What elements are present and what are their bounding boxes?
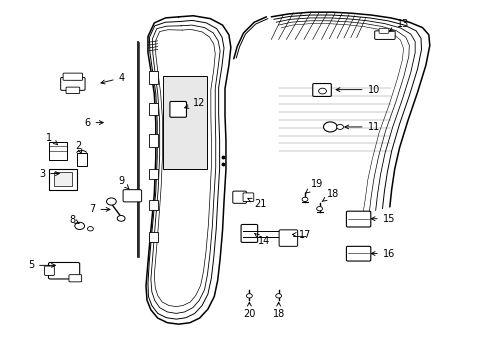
Bar <box>49 168 77 190</box>
FancyBboxPatch shape <box>243 193 253 202</box>
Text: 2: 2 <box>76 141 81 154</box>
Text: 16: 16 <box>370 248 394 258</box>
FancyBboxPatch shape <box>346 246 370 261</box>
Text: 13: 13 <box>388 19 409 31</box>
FancyBboxPatch shape <box>241 225 257 242</box>
Bar <box>54 172 72 186</box>
FancyBboxPatch shape <box>63 73 82 80</box>
Text: 12: 12 <box>184 98 205 108</box>
Circle shape <box>336 125 343 130</box>
Bar <box>149 168 158 179</box>
FancyBboxPatch shape <box>169 102 186 117</box>
FancyBboxPatch shape <box>232 191 246 203</box>
Circle shape <box>318 88 326 94</box>
Bar <box>149 200 158 210</box>
Circle shape <box>106 198 116 205</box>
Text: 8: 8 <box>70 215 79 225</box>
Text: 14: 14 <box>254 234 269 246</box>
FancyBboxPatch shape <box>123 190 142 202</box>
Text: 5: 5 <box>28 260 55 270</box>
Text: 19: 19 <box>305 179 322 193</box>
Text: 17: 17 <box>292 230 311 239</box>
Text: 1: 1 <box>46 133 58 145</box>
FancyBboxPatch shape <box>374 31 394 40</box>
Text: 3: 3 <box>39 168 59 179</box>
Bar <box>149 71 158 84</box>
FancyBboxPatch shape <box>346 211 370 227</box>
Text: 18: 18 <box>322 189 339 202</box>
Text: 4: 4 <box>101 73 124 84</box>
Text: 10: 10 <box>335 85 379 95</box>
Text: 15: 15 <box>370 214 394 224</box>
Text: 9: 9 <box>118 176 129 189</box>
Circle shape <box>246 294 252 298</box>
Circle shape <box>302 197 307 202</box>
Text: 20: 20 <box>243 302 255 319</box>
Circle shape <box>75 222 84 229</box>
FancyBboxPatch shape <box>279 230 297 246</box>
Circle shape <box>323 122 336 132</box>
FancyBboxPatch shape <box>312 84 330 96</box>
Bar <box>77 153 86 166</box>
Text: 11: 11 <box>344 122 379 132</box>
Text: 21: 21 <box>247 198 266 210</box>
FancyBboxPatch shape <box>44 266 54 275</box>
Circle shape <box>117 216 125 221</box>
Text: 6: 6 <box>84 118 103 128</box>
Text: 18: 18 <box>272 302 284 319</box>
Bar <box>49 141 67 159</box>
Bar <box>149 231 158 242</box>
Circle shape <box>316 207 322 211</box>
Bar <box>162 76 207 169</box>
Circle shape <box>275 294 281 298</box>
FancyBboxPatch shape <box>66 87 80 94</box>
FancyBboxPatch shape <box>61 77 85 90</box>
Circle shape <box>87 226 93 231</box>
Text: 7: 7 <box>89 204 110 215</box>
FancyBboxPatch shape <box>69 275 81 282</box>
Bar <box>149 134 158 147</box>
FancyBboxPatch shape <box>48 262 80 279</box>
Bar <box>149 103 158 116</box>
FancyBboxPatch shape <box>378 28 388 33</box>
